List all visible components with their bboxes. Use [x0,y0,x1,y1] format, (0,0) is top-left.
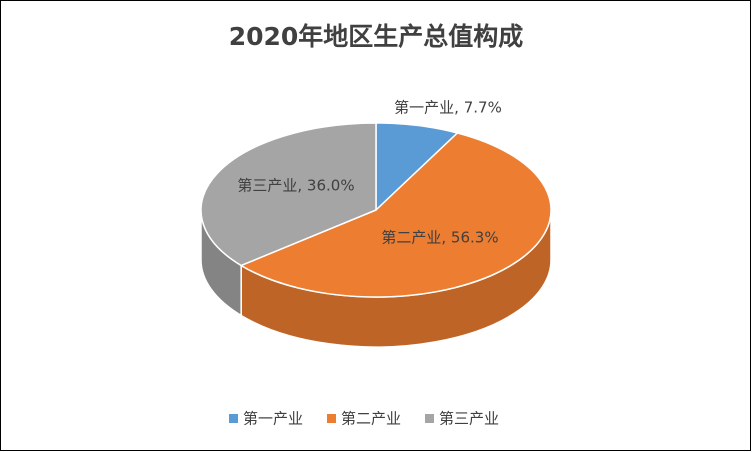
data-label: 第二产业, 56.3% [381,229,498,247]
legend-label: 第三产业 [439,410,499,428]
data-label: 第一产业, 7.7% [394,99,502,117]
slice [200,122,377,267]
legend-marker [425,414,434,423]
data-label: 第三产业, 36.0% [237,177,354,195]
chart-title: 2020年地区生产总值构成 [229,22,524,51]
slice [239,132,552,298]
legend-label: 第一产业 [243,410,303,428]
legend-label: 第二产业 [341,410,401,428]
legend-marker [229,414,238,423]
legend-marker [327,414,336,423]
